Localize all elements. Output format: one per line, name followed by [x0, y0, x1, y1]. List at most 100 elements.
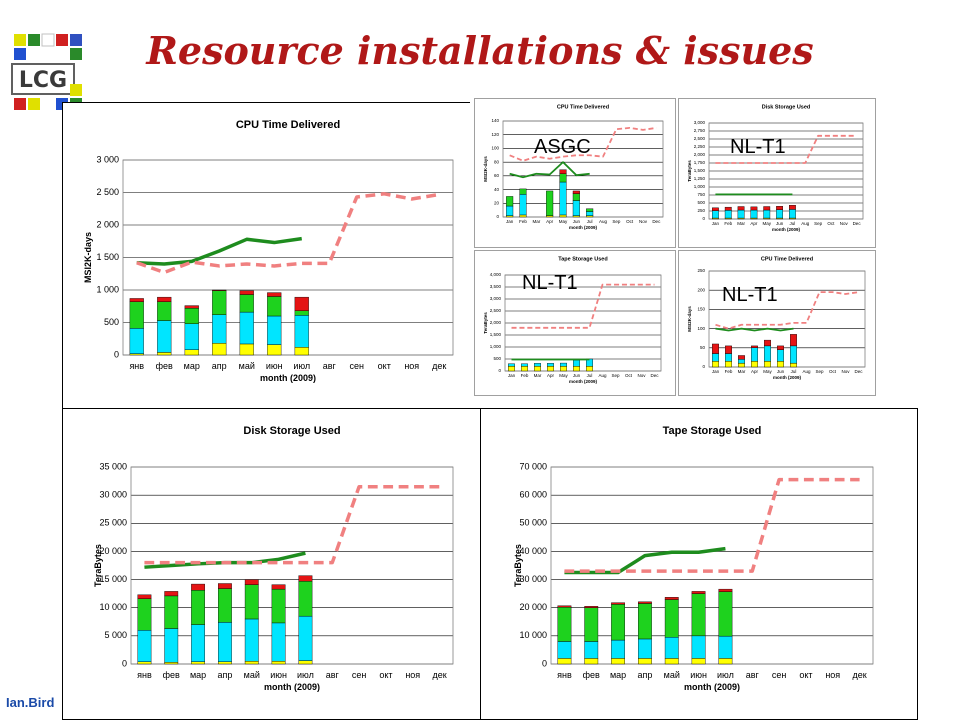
x-tick-label: Jan: [712, 369, 720, 374]
y-tick-label: 500: [493, 356, 501, 361]
bar-segment: [521, 365, 528, 372]
y-tick-label: 1,750: [694, 160, 706, 165]
y-tick-label: 750: [697, 192, 705, 197]
y-tick-label: 1,500: [490, 332, 502, 337]
x-tick-label: авг: [326, 670, 340, 680]
bar-segment: [294, 310, 309, 316]
bar-segment: [506, 196, 514, 207]
bar-segment: [137, 598, 152, 631]
bar-segment: [664, 599, 679, 638]
bar-segment: [572, 190, 580, 194]
nl-tape-thumb: Tape Storage Used 0 500 1,000 1,500 2,000 2,50…: [474, 250, 676, 396]
y-tick-label: 60: [494, 173, 500, 178]
plot-frame: [502, 120, 664, 218]
bar-segment: [239, 294, 254, 313]
site-label-nl-cpu: NL-T1: [722, 284, 778, 306]
x-tick-label: Jun: [777, 369, 785, 374]
x-tick-label: May: [762, 221, 771, 226]
bar-segment: [137, 630, 152, 662]
bar-segment: [638, 638, 652, 659]
cpu-time-chart: CPU Time Delivered 0 500 1 000 1 500 2 000 2 5…: [83, 119, 454, 383]
x-tick-label: Mar: [737, 221, 745, 226]
y-tick-label: 5 000: [104, 630, 127, 640]
bar-segment: [777, 345, 784, 350]
x-tick-label: сен: [350, 361, 365, 371]
bar-segment: [572, 200, 580, 216]
bar-segment: [212, 343, 227, 356]
y-tick-label: 20: [494, 200, 500, 205]
x-tick-label: окт: [799, 670, 812, 680]
y-tick-label: 10 000: [519, 630, 547, 640]
bar-segment: [164, 628, 179, 663]
bar-segment: [164, 591, 179, 597]
bar-segment: [738, 355, 745, 360]
bar-segment: [776, 205, 783, 210]
x-tick-label: Apr: [750, 221, 758, 226]
x-tick-label: Nov: [639, 219, 648, 224]
plot-frame: [130, 466, 454, 665]
x-tick-label: июл: [293, 361, 310, 371]
x-tick-label: дек: [432, 670, 446, 680]
bar-segment: [239, 311, 254, 345]
pledge-line: [564, 477, 860, 573]
y-tick-label: 2,500: [490, 308, 502, 313]
y-axis-label: MSI2K-days: [83, 232, 93, 283]
x-tick-label: авг: [746, 670, 760, 680]
plot-frame: [504, 274, 662, 372]
bar-segment: [560, 362, 567, 367]
bar-segment: [164, 662, 179, 665]
bar-segment: [244, 584, 259, 620]
y-tick-label: 3,000: [694, 120, 706, 125]
disk-storage-chart-panel: Disk Storage Used 0 5 000 10 000 15 000 20 00…: [62, 408, 482, 720]
x-tick-label: Feb: [521, 373, 529, 378]
bar-segment: [559, 173, 567, 183]
x-tick-label: Aug: [599, 219, 608, 224]
bar-segment: [725, 345, 732, 354]
x-axis-label: month (2009): [264, 682, 320, 692]
bar-segment: [764, 345, 771, 362]
bar-segment: [157, 301, 172, 321]
y-tick-label: 140: [491, 118, 499, 123]
bar-segment: [218, 661, 232, 665]
x-tick-label: Oct: [827, 221, 835, 226]
y-tick-label: 4,000: [490, 272, 502, 277]
bar-segment: [764, 339, 771, 347]
x-tick-label: Aug: [598, 373, 607, 378]
x-tick-label: Mar: [738, 369, 746, 374]
bar-segment: [508, 365, 515, 372]
bar-segment: [712, 353, 719, 362]
bar-segment: [164, 595, 179, 629]
x-tick-label: фев: [156, 361, 173, 371]
y-tick-label: 3,000: [490, 296, 502, 301]
y-tick-label: 200: [697, 287, 705, 292]
bar-segment: [738, 362, 745, 368]
bar-segment: [738, 359, 745, 364]
bar-segment: [191, 661, 205, 665]
x-tick-label: Feb: [725, 369, 733, 374]
bar-segment: [718, 635, 733, 659]
usage-line: [509, 161, 590, 179]
x-tick-label: окт: [379, 670, 392, 680]
bar-segment: [776, 209, 783, 219]
x-tick-label: июн: [270, 670, 287, 680]
bar-segment: [763, 206, 771, 211]
x-tick-label: июл: [717, 670, 734, 680]
x-tick-label: Mar: [532, 219, 540, 224]
y-tick-label: 15 000: [99, 574, 127, 584]
bar-segment: [724, 206, 732, 211]
x-axis-label: month (2009): [684, 682, 740, 692]
x-tick-label: ноя: [404, 361, 419, 371]
bar-segment: [271, 584, 286, 590]
nl-disk-chart: Disk Storage Used 0 250 500 750 1,000 1,250 1,5…: [687, 104, 864, 232]
x-tick-label: май: [244, 670, 260, 680]
y-tick-label: 0: [496, 214, 499, 219]
x-axis-label: month (2009): [569, 379, 598, 384]
bar-segment: [129, 298, 144, 302]
bar-segment: [191, 590, 205, 625]
bar-segment: [750, 206, 758, 211]
site-label-nl-disk: NL-T1: [730, 136, 786, 158]
y-tick-label: 35 000: [99, 461, 127, 471]
lcg-logo: LCG: [8, 30, 98, 122]
y-tick-label: 2 000: [96, 219, 119, 229]
x-axis-label: month (2009): [773, 375, 802, 380]
